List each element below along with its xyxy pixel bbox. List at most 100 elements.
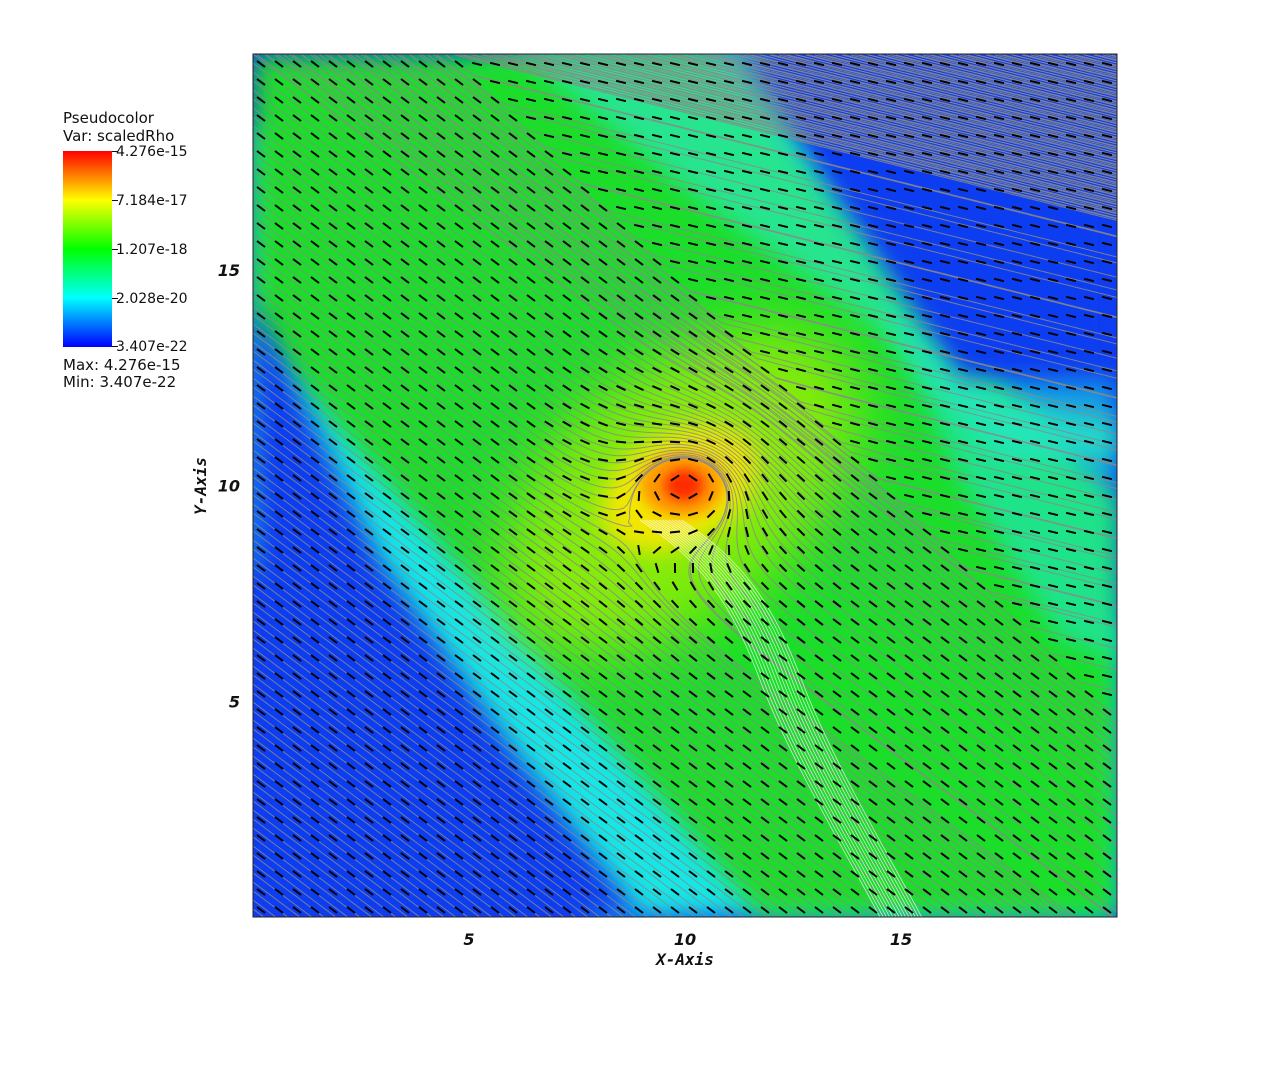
vector-glyph bbox=[1011, 493, 1023, 499]
vector-glyph bbox=[382, 798, 392, 806]
vector-glyph bbox=[561, 133, 573, 139]
vector-glyph bbox=[597, 476, 609, 480]
vector-glyph bbox=[436, 564, 446, 572]
vector-glyph bbox=[849, 241, 861, 247]
vector-glyph bbox=[885, 403, 897, 409]
vector-glyph bbox=[849, 115, 861, 121]
vector-glyph bbox=[292, 528, 302, 536]
vector-glyph bbox=[831, 133, 843, 139]
vector-glyph bbox=[507, 61, 519, 67]
vector-glyph bbox=[256, 780, 266, 788]
vector-glyph bbox=[993, 367, 1005, 373]
vector-glyph bbox=[597, 494, 609, 498]
vector-glyph bbox=[562, 888, 572, 896]
vector-glyph bbox=[382, 78, 392, 86]
vector-glyph bbox=[472, 474, 482, 482]
vector-glyph bbox=[508, 312, 518, 320]
vector-glyph bbox=[706, 726, 716, 734]
vector-glyph bbox=[1047, 259, 1059, 265]
vector-glyph bbox=[993, 259, 1005, 265]
streamline bbox=[526, 54, 1117, 203]
vector-glyph bbox=[867, 457, 879, 463]
vector-glyph bbox=[759, 349, 771, 355]
vector-glyph bbox=[1084, 888, 1094, 896]
vector-glyph bbox=[1011, 583, 1023, 589]
vector-glyph bbox=[598, 222, 608, 230]
vector-glyph bbox=[544, 384, 554, 392]
vector-glyph bbox=[741, 259, 753, 265]
vector-glyph bbox=[814, 816, 824, 824]
vector-glyph bbox=[1102, 834, 1112, 842]
streamline bbox=[253, 728, 505, 917]
vector-glyph bbox=[688, 330, 698, 338]
vector-glyph bbox=[726, 563, 732, 573]
vector-glyph bbox=[562, 636, 572, 644]
vector-glyph bbox=[382, 618, 392, 626]
vector-glyph bbox=[346, 150, 356, 158]
vector-glyph bbox=[1083, 295, 1095, 301]
vector-glyph bbox=[868, 582, 878, 590]
vector-glyph bbox=[1011, 331, 1023, 337]
streamline bbox=[1102, 54, 1117, 59]
streamline bbox=[253, 404, 936, 917]
vector-glyph bbox=[778, 906, 788, 914]
vector-glyph bbox=[1101, 421, 1113, 427]
vector-glyph bbox=[526, 384, 536, 392]
vector-glyph bbox=[958, 636, 968, 644]
vector-glyph bbox=[1047, 529, 1059, 535]
vector-glyph bbox=[400, 780, 410, 788]
vector-glyph bbox=[616, 870, 626, 878]
vector-glyph bbox=[778, 762, 788, 770]
streamline bbox=[708, 54, 1117, 157]
vector-glyph bbox=[1066, 744, 1076, 752]
streamline bbox=[841, 54, 1117, 125]
streamline-bright bbox=[678, 519, 919, 917]
vector-glyph bbox=[975, 97, 987, 103]
vector-glyph bbox=[903, 403, 915, 409]
streamline bbox=[1032, 54, 1117, 76]
vector-glyph bbox=[310, 204, 320, 212]
vector-glyph bbox=[454, 60, 464, 68]
streamline bbox=[751, 54, 1117, 147]
vector-glyph bbox=[813, 115, 825, 121]
vector-glyph bbox=[580, 564, 590, 572]
streamline bbox=[253, 269, 1113, 917]
vector-glyph bbox=[724, 599, 734, 609]
vector-glyph bbox=[976, 780, 986, 788]
vector-glyph bbox=[508, 402, 518, 410]
vector-glyph bbox=[1084, 798, 1094, 806]
vector-glyph bbox=[489, 61, 501, 67]
vector-glyph bbox=[939, 277, 951, 283]
vector-glyph bbox=[400, 150, 410, 158]
vector-glyph bbox=[814, 690, 824, 698]
vector-glyph bbox=[328, 348, 338, 356]
vector-glyph bbox=[922, 744, 932, 752]
vector-glyph bbox=[670, 852, 680, 860]
vector-glyph bbox=[544, 150, 554, 158]
vector-glyph bbox=[957, 529, 969, 535]
vector-glyph bbox=[562, 654, 572, 662]
vector-glyph bbox=[994, 780, 1004, 788]
vector-glyph bbox=[759, 205, 771, 211]
vector-glyph bbox=[562, 438, 572, 446]
vector-glyph bbox=[1030, 780, 1040, 788]
vector-glyph bbox=[508, 816, 518, 824]
vector-glyph bbox=[490, 204, 500, 212]
vector-glyph bbox=[688, 366, 698, 374]
vector-glyph bbox=[885, 187, 897, 193]
vector-glyph bbox=[993, 565, 1005, 571]
vector-glyph bbox=[598, 816, 608, 824]
vector-glyph bbox=[507, 97, 519, 103]
vector-glyph bbox=[436, 96, 446, 104]
vector-glyph bbox=[975, 547, 987, 553]
vector-glyph bbox=[886, 744, 896, 752]
vector-glyph bbox=[903, 133, 915, 139]
vector-glyph bbox=[490, 906, 500, 914]
vector-glyph bbox=[903, 277, 915, 283]
vector-glyph bbox=[993, 151, 1005, 157]
vector-glyph bbox=[796, 762, 806, 770]
vector-glyph bbox=[939, 529, 951, 535]
vector-glyph bbox=[346, 60, 356, 68]
vector-glyph bbox=[400, 744, 410, 752]
vector-glyph bbox=[328, 312, 338, 320]
